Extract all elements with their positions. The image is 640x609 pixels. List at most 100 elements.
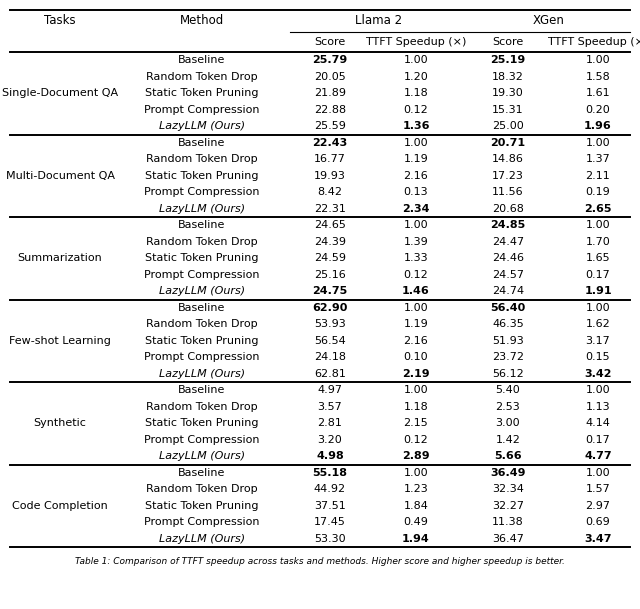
Text: 1.00: 1.00	[404, 138, 428, 148]
Text: 1.36: 1.36	[403, 121, 429, 132]
Text: Synthetic: Synthetic	[33, 418, 86, 428]
Text: LazyLLM (Ours): LazyLLM (Ours)	[159, 204, 245, 214]
Text: 0.17: 0.17	[586, 435, 611, 445]
Text: 3.20: 3.20	[317, 435, 342, 445]
Text: 2.65: 2.65	[584, 204, 612, 214]
Text: Score: Score	[492, 37, 524, 47]
Text: 2.97: 2.97	[586, 501, 611, 511]
Text: 24.18: 24.18	[314, 352, 346, 362]
Text: 37.51: 37.51	[314, 501, 346, 511]
Text: LazyLLM (Ours): LazyLLM (Ours)	[159, 121, 245, 132]
Text: 14.86: 14.86	[492, 154, 524, 164]
Text: Few-shot Learning: Few-shot Learning	[9, 336, 111, 346]
Text: 1.94: 1.94	[402, 533, 430, 544]
Text: 0.19: 0.19	[586, 187, 611, 197]
Text: 55.18: 55.18	[312, 468, 348, 477]
Text: 2.15: 2.15	[404, 418, 428, 428]
Text: 53.30: 53.30	[314, 533, 346, 544]
Text: 0.49: 0.49	[404, 517, 428, 527]
Text: Table 1: Comparison of TTFT speedup across tasks and methods. Higher score and h: Table 1: Comparison of TTFT speedup acro…	[75, 557, 565, 566]
Text: Static Token Pruning: Static Token Pruning	[145, 253, 259, 263]
Text: 1.62: 1.62	[586, 319, 611, 329]
Text: 15.31: 15.31	[492, 105, 524, 114]
Text: 1.00: 1.00	[586, 303, 611, 313]
Text: 1.70: 1.70	[586, 237, 611, 247]
Text: LazyLLM (Ours): LazyLLM (Ours)	[159, 286, 245, 296]
Text: 4.77: 4.77	[584, 451, 612, 461]
Text: 1.37: 1.37	[586, 154, 611, 164]
Text: 32.34: 32.34	[492, 484, 524, 495]
Text: 32.27: 32.27	[492, 501, 524, 511]
Text: Random Token Drop: Random Token Drop	[146, 484, 258, 495]
Text: TTFT Speedup (×): TTFT Speedup (×)	[548, 37, 640, 47]
Text: Tasks: Tasks	[44, 15, 76, 27]
Text: 1.00: 1.00	[404, 468, 428, 477]
Text: 21.89: 21.89	[314, 88, 346, 98]
Text: 25.79: 25.79	[312, 55, 348, 65]
Text: 2.19: 2.19	[402, 369, 430, 379]
Text: 1.13: 1.13	[586, 402, 611, 412]
Text: 11.56: 11.56	[492, 187, 524, 197]
Text: 36.47: 36.47	[492, 533, 524, 544]
Text: 0.12: 0.12	[404, 435, 428, 445]
Text: 25.19: 25.19	[490, 55, 525, 65]
Text: 46.35: 46.35	[492, 319, 524, 329]
Text: Baseline: Baseline	[179, 468, 226, 477]
Text: Single-Document QA: Single-Document QA	[2, 88, 118, 98]
Text: 0.15: 0.15	[586, 352, 611, 362]
Text: 3.57: 3.57	[317, 402, 342, 412]
Text: 2.81: 2.81	[317, 418, 342, 428]
Text: 5.40: 5.40	[495, 385, 520, 395]
Text: 17.45: 17.45	[314, 517, 346, 527]
Text: 62.90: 62.90	[312, 303, 348, 313]
Text: 1.00: 1.00	[586, 385, 611, 395]
Text: 20.71: 20.71	[490, 138, 525, 148]
Text: 2.11: 2.11	[586, 171, 611, 181]
Text: 4.98: 4.98	[316, 451, 344, 461]
Text: 1.57: 1.57	[586, 484, 611, 495]
Text: 0.13: 0.13	[404, 187, 428, 197]
Text: 1.58: 1.58	[586, 72, 611, 82]
Text: Random Token Drop: Random Token Drop	[146, 72, 258, 82]
Text: 2.53: 2.53	[495, 402, 520, 412]
Text: 18.32: 18.32	[492, 72, 524, 82]
Text: Prompt Compression: Prompt Compression	[144, 352, 260, 362]
Text: 1.42: 1.42	[495, 435, 520, 445]
Text: Baseline: Baseline	[179, 385, 226, 395]
Text: 1.00: 1.00	[404, 303, 428, 313]
Text: Llama 2: Llama 2	[355, 15, 402, 27]
Text: 19.30: 19.30	[492, 88, 524, 98]
Text: 1.19: 1.19	[404, 319, 428, 329]
Text: 0.20: 0.20	[586, 105, 611, 114]
Text: Baseline: Baseline	[179, 220, 226, 230]
Text: TTFT Speedup (×): TTFT Speedup (×)	[366, 37, 466, 47]
Text: 56.54: 56.54	[314, 336, 346, 346]
Text: LazyLLM (Ours): LazyLLM (Ours)	[159, 451, 245, 461]
Text: 56.40: 56.40	[490, 303, 525, 313]
Text: Random Token Drop: Random Token Drop	[146, 237, 258, 247]
Text: Static Token Pruning: Static Token Pruning	[145, 501, 259, 511]
Text: 44.92: 44.92	[314, 484, 346, 495]
Text: LazyLLM (Ours): LazyLLM (Ours)	[159, 369, 245, 379]
Text: 5.66: 5.66	[494, 451, 522, 461]
Text: 2.16: 2.16	[404, 171, 428, 181]
Text: 20.05: 20.05	[314, 72, 346, 82]
Text: 19.93: 19.93	[314, 171, 346, 181]
Text: 3.47: 3.47	[584, 533, 612, 544]
Text: 2.34: 2.34	[403, 204, 429, 214]
Text: 23.72: 23.72	[492, 352, 524, 362]
Text: 62.81: 62.81	[314, 369, 346, 379]
Text: Code Completion: Code Completion	[12, 501, 108, 511]
Text: 24.59: 24.59	[314, 253, 346, 263]
Text: 1.00: 1.00	[586, 468, 611, 477]
Text: Prompt Compression: Prompt Compression	[144, 517, 260, 527]
Text: Multi-Document QA: Multi-Document QA	[6, 171, 115, 181]
Text: 1.20: 1.20	[404, 72, 428, 82]
Text: Prompt Compression: Prompt Compression	[144, 105, 260, 114]
Text: 3.42: 3.42	[584, 369, 612, 379]
Text: 24.75: 24.75	[312, 286, 348, 296]
Text: 1.23: 1.23	[404, 484, 428, 495]
Text: 24.65: 24.65	[314, 220, 346, 230]
Text: 20.68: 20.68	[492, 204, 524, 214]
Text: 1.39: 1.39	[404, 237, 428, 247]
